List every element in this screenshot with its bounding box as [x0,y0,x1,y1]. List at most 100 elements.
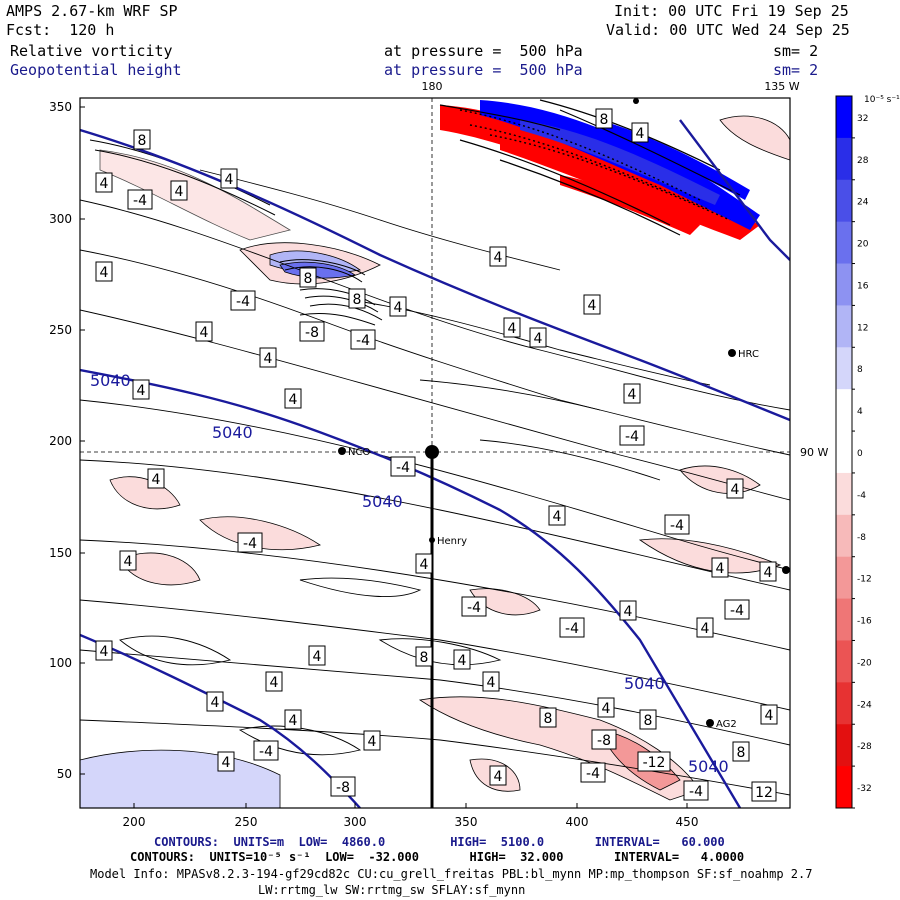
vorticity-label-box [284,388,302,409]
colorbar-label: -20 [857,658,872,668]
vorticity-label: -4 [670,518,684,534]
height-label: 5040 [688,757,729,776]
vorticity-label: 8 [304,271,313,287]
vorticity-label: 8 [600,112,609,128]
vorticity-label-box [119,550,137,571]
vorticity-label: 4 [289,713,298,729]
field2-level: at pressure = 500 hPa [384,61,583,79]
colorbar-swatch [836,766,852,809]
vorticity-label: 4 [588,298,597,314]
vorticity-label-box [724,599,750,620]
vorticity-band [439,99,760,240]
vorticity-label: 4 [508,321,517,337]
height-contour-labels: 5040 5040 5040 5040 5040 [90,371,729,776]
colorbar-swatch [836,305,852,348]
vorticity-label: 4 [225,172,234,188]
vorticity-label-box [147,468,165,489]
field2-smoothing: sm= 2 [773,61,819,79]
colorbar-unit: 10⁻⁵ s⁻¹ [864,95,900,105]
colorbar-swatch [836,389,852,432]
vorticity-label-box [299,321,325,342]
vorticity-label: 8 [420,650,429,666]
height-contour-3 [80,633,361,808]
vorticity-label-box [95,261,113,282]
vorticity-label: 4 [701,621,710,637]
vorticity-label: 4 [494,769,503,785]
vorticity-label-box [170,180,188,201]
vorticity-label: -4 [586,766,600,782]
vorticity-label: 4 [628,387,637,403]
y-tick-label: 250 [49,323,72,337]
vorticity-label-box [726,478,744,499]
vorticity-label-box [559,617,585,638]
vorticity-label: 8 [353,292,362,308]
vorticity-label-box [415,553,433,574]
vorticity-label-box [363,730,381,751]
vorticity-label: 8 [644,713,653,729]
height-contour-4 [679,119,790,261]
height-label: 5040 [212,423,253,442]
vorticity-label: 4 [264,351,273,367]
vorticity-label: 4 [100,644,109,660]
vorticity-label-box [220,168,238,189]
station-henry-label: Henry [437,536,467,547]
vorticity-label: 4 [534,331,543,347]
station-henry-marker [429,537,435,543]
colorbar-swatch [836,682,852,725]
vorticity-label-box [580,762,606,783]
vorticity-label: -4 [689,784,703,800]
vorticity-label-box [453,649,471,670]
y-tick-labels: 350 300 250 200 150 100 50 [49,100,72,781]
y-tick-label: 50 [57,767,72,781]
x-tick-label: 200 [123,815,146,829]
lat-label-90w: 90 W [800,446,828,459]
colorbar-swatch [836,724,852,767]
height-contour-1 [80,128,790,422]
colorbar-label: 0 [857,449,863,459]
vorticity-label-box [127,189,153,210]
vorticity-label: -4 [396,460,410,476]
vorticity-label-box [489,765,507,786]
vorticity-label-box [133,129,151,150]
y-tick-label: 350 [49,100,72,114]
colorbar-label: 12 [857,323,868,333]
y-tick-label: 150 [49,546,72,560]
vorticity-label-box [348,288,366,309]
vorticity-label: 4 [602,701,611,717]
vorticity-label-box [230,290,256,311]
station-ag2-marker [706,719,714,727]
lon-label-180: 180 [422,80,443,93]
vorticity-label-box [619,600,637,621]
vorticity-label-box [489,246,507,267]
colorbar-swatch [836,556,852,600]
height-label: 5040 [362,492,403,511]
vorticity-label-box [415,646,433,667]
vorticity-label-box [664,514,690,535]
vorticity-label-box [696,617,714,638]
vorticity-label: -12 [643,755,666,771]
vorticity-label: 4 [487,675,496,691]
vorticity-label: 4 [624,604,633,620]
vorticity-label: 4 [731,482,740,498]
vorticity-label: -4 [625,429,639,445]
vorticity-label-box [237,532,263,553]
colorbar-swatch [836,221,852,265]
vorticity-label-box [299,267,317,288]
vorticity-label-box [308,645,326,666]
vorticity-label: 4 [200,325,209,341]
height-contours [80,119,790,808]
vorticity-label: 4 [289,392,298,408]
vorticity-label-box [529,327,547,348]
vorticity-label-box [595,108,613,129]
valid-time: Valid: 00 UTC Wed 24 Sep 25 [606,21,850,39]
x-tick-label: 400 [566,815,589,829]
vorticity-label-box [482,671,500,692]
x-tick-label: 250 [235,815,258,829]
vorticity-label: 4 [222,755,231,771]
colorbar-frame [835,95,853,809]
station-marker-top [633,98,639,104]
vorticity-label-box [623,383,641,404]
colorbar-label: -24 [857,700,872,710]
station-marker-edge [782,566,790,574]
